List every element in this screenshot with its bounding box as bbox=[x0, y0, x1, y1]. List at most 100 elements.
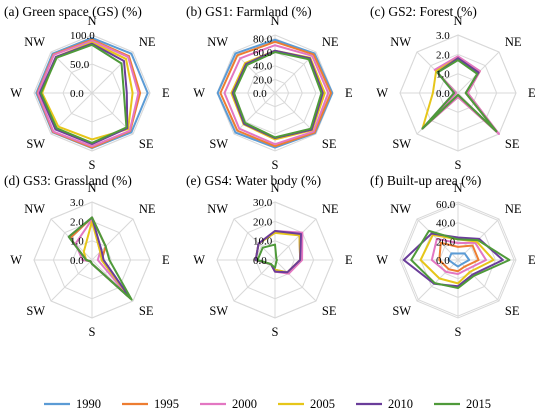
direction-label-N: N bbox=[87, 181, 96, 195]
radar-panel-4: (d) GS3: Grassland (%) 3.0 2.0 1.0 0.0 N NE E SE… bbox=[4, 173, 170, 339]
direction-label-NE: NE bbox=[505, 202, 522, 216]
direction-label-SW: SW bbox=[392, 137, 411, 151]
radar-panel-1: (a) Green space (GS) (%) 100.0 50.0 0.0 N NE E… bbox=[4, 4, 170, 172]
panel-title: (c) GS2: Forest (%) bbox=[370, 4, 477, 19]
legend-label: 2010 bbox=[388, 397, 413, 411]
direction-label-E: E bbox=[162, 253, 170, 267]
tick-label: 0.0 bbox=[70, 255, 84, 267]
direction-label-E: E bbox=[345, 253, 353, 267]
tick-label: 3.0 bbox=[70, 197, 84, 209]
tick-label: 50.0 bbox=[70, 59, 90, 71]
tick-label: 0.0 bbox=[436, 255, 450, 267]
direction-label-N: N bbox=[453, 14, 462, 28]
legend-item-2010: 2010 bbox=[356, 397, 413, 411]
direction-label-W: W bbox=[376, 86, 388, 100]
direction-label-W: W bbox=[193, 253, 205, 267]
direction-label-W: W bbox=[193, 86, 205, 100]
series-2015 bbox=[233, 51, 323, 139]
tick-label: 40.0 bbox=[436, 218, 456, 230]
direction-label-S: S bbox=[272, 325, 279, 339]
legend-label: 1990 bbox=[76, 397, 101, 411]
series-2000 bbox=[37, 39, 140, 148]
direction-label-NE: NE bbox=[322, 202, 339, 216]
legend: 1990 1995 2000 2005 2010 2015 bbox=[44, 397, 491, 411]
radar-panel-5: (e) GS4: Water body (%) 30.0 20.0 10.0 0.0 N N… bbox=[186, 173, 353, 339]
panel-title: (d) GS3: Grassland (%) bbox=[4, 173, 132, 188]
series-2015 bbox=[410, 229, 511, 290]
direction-label-SE: SE bbox=[139, 137, 154, 151]
tick-label: 30.0 bbox=[253, 197, 273, 209]
tick-label: 60.0 bbox=[253, 47, 273, 59]
tick-label: 100.0 bbox=[70, 30, 95, 42]
panel-title: (a) Green space (GS) (%) bbox=[4, 4, 142, 19]
direction-label-NW: NW bbox=[207, 202, 228, 216]
tick-label: 0.0 bbox=[253, 255, 267, 267]
series-2005 bbox=[230, 49, 326, 141]
direction-label-S: S bbox=[89, 158, 96, 172]
series-2010 bbox=[254, 230, 302, 274]
direction-label-E: E bbox=[345, 86, 353, 100]
direction-label-SW: SW bbox=[26, 137, 45, 151]
direction-label-SE: SE bbox=[322, 137, 337, 151]
legend-item-1990: 1990 bbox=[44, 397, 101, 411]
grid-spoke bbox=[274, 259, 317, 302]
direction-label-SW: SW bbox=[209, 137, 228, 151]
direction-label-S: S bbox=[89, 325, 96, 339]
direction-label-SE: SE bbox=[139, 304, 154, 318]
grid-spoke bbox=[274, 92, 317, 135]
grid-spoke bbox=[50, 259, 93, 302]
direction-label-N: N bbox=[87, 14, 96, 28]
direction-label-SW: SW bbox=[26, 304, 45, 318]
series-1995 bbox=[219, 40, 332, 148]
direction-label-SE: SE bbox=[505, 304, 520, 318]
direction-label-E: E bbox=[528, 253, 536, 267]
tick-label: 1.0 bbox=[70, 236, 84, 248]
direction-label-NW: NW bbox=[207, 35, 228, 49]
direction-label-S: S bbox=[455, 325, 462, 339]
direction-label-NE: NE bbox=[139, 202, 156, 216]
direction-label-NW: NW bbox=[390, 35, 411, 49]
direction-label-SW: SW bbox=[209, 304, 228, 318]
radar-panel-2: (b) GS1: Farmland (%) 80.0 60.0 40.020.0 0.0… bbox=[186, 4, 353, 172]
legend-item-2000: 2000 bbox=[200, 397, 257, 411]
radar-panel-3: (c) GS2: Forest (%) 3.0 2.0 1.0 0.0 N NE E SE S SW… bbox=[370, 4, 536, 172]
radar-panel-6: (f) Built-up area (%) 60.0 40.0 20.0 0.0 N NE E… bbox=[370, 173, 536, 339]
legend-label: 2005 bbox=[310, 397, 335, 411]
legend-label: 2000 bbox=[232, 397, 257, 411]
direction-label-E: E bbox=[162, 86, 170, 100]
direction-label-N: N bbox=[270, 14, 279, 28]
direction-label-NW: NW bbox=[390, 202, 411, 216]
panel-title: (e) GS4: Water body (%) bbox=[186, 173, 321, 188]
direction-label-S: S bbox=[455, 158, 462, 172]
panel-title: (f) Built-up area (%) bbox=[370, 173, 481, 188]
direction-label-NW: NW bbox=[24, 202, 45, 216]
tick-label: 60.0 bbox=[436, 199, 456, 211]
grid-spoke bbox=[233, 92, 276, 135]
tick-label: 20.0 bbox=[253, 216, 273, 228]
tick-label: 10.0 bbox=[253, 236, 273, 248]
grid-spoke bbox=[233, 218, 276, 261]
grid-spoke bbox=[274, 218, 317, 261]
tick-label: 2.0 bbox=[436, 49, 450, 61]
series-2015 bbox=[67, 216, 133, 301]
legend-item-2015: 2015 bbox=[434, 397, 491, 411]
direction-label-S: S bbox=[272, 158, 279, 172]
legend-item-1995: 1995 bbox=[122, 397, 179, 411]
direction-label-SE: SE bbox=[505, 137, 520, 151]
direction-label-N: N bbox=[453, 181, 462, 195]
direction-label-W: W bbox=[10, 253, 22, 267]
direction-label-NE: NE bbox=[139, 35, 156, 49]
series-2015 bbox=[421, 59, 498, 133]
grid-spoke bbox=[416, 259, 459, 302]
tick-label: 80.0 bbox=[253, 33, 273, 45]
direction-label-NW: NW bbox=[24, 35, 45, 49]
series-2005 bbox=[419, 233, 495, 285]
tick-label: 40.0 bbox=[253, 61, 273, 73]
tick-label: 0.0 bbox=[253, 88, 267, 100]
direction-label-W: W bbox=[10, 86, 22, 100]
tick-label: 3.0 bbox=[436, 30, 450, 42]
series-2015 bbox=[256, 243, 278, 269]
tick-label: 0.0 bbox=[436, 88, 450, 100]
series-2000 bbox=[223, 44, 330, 146]
